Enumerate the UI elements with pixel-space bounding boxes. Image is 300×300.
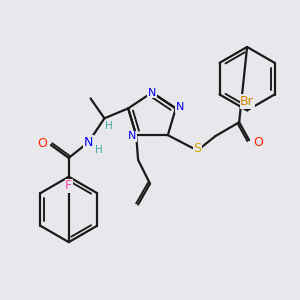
Text: O: O bbox=[253, 136, 263, 148]
Text: O: O bbox=[37, 136, 47, 150]
Text: H: H bbox=[104, 121, 112, 131]
Text: N: N bbox=[128, 131, 136, 141]
Text: S: S bbox=[194, 142, 202, 154]
Text: N: N bbox=[176, 102, 184, 112]
Text: H: H bbox=[94, 145, 102, 155]
Text: F: F bbox=[65, 179, 72, 192]
Text: N: N bbox=[148, 88, 156, 98]
Text: Br: Br bbox=[240, 95, 254, 108]
Text: N: N bbox=[84, 136, 93, 148]
